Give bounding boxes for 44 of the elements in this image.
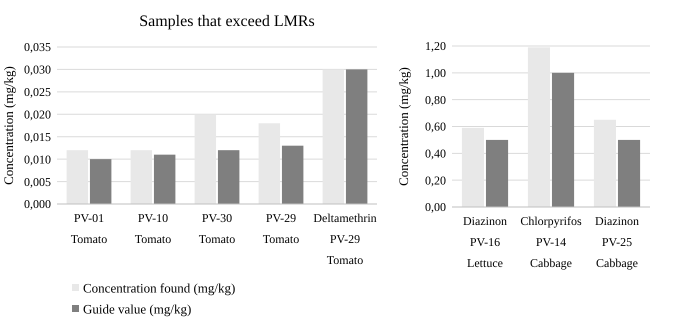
bar [194, 114, 216, 204]
y-tick-label: 0,015 [24, 130, 51, 144]
y-tick-label: 1,20 [425, 39, 446, 54]
bar [154, 154, 176, 204]
x-tick-label: PV-01 Tomato [70, 211, 108, 246]
y-tick-label: 0,20 [425, 173, 446, 188]
y-tick-label: 0,010 [24, 152, 51, 166]
y-axis-title: Concentration (mg/kg) [1, 66, 16, 185]
y-tick-label: 0,030 [24, 62, 51, 77]
bar [528, 47, 550, 207]
y-tick-label: 0,005 [24, 174, 51, 189]
bar [486, 140, 508, 207]
bar [322, 69, 344, 204]
y-tick-label: 0,80 [425, 92, 446, 107]
bar [346, 69, 368, 204]
bar [282, 146, 304, 204]
y-axis-title: Concentration (mg/kg) [396, 67, 411, 186]
bar [618, 140, 640, 207]
y-tick-label: 0,60 [425, 120, 446, 134]
y-tick-label: 0,40 [425, 146, 446, 161]
bar [218, 150, 240, 204]
bar [258, 123, 280, 204]
x-tick-label: PV-10 Tomato [134, 211, 172, 246]
bar [552, 72, 574, 207]
y-tick-label: 0,025 [24, 85, 51, 100]
bar [130, 150, 152, 204]
x-tick-label: PV-29 Tomato [262, 211, 300, 246]
bar [90, 159, 112, 204]
x-tick-label: Chlorpyrifos PV-14 Cabbage [520, 214, 582, 270]
y-tick-label: 0,00 [425, 200, 446, 214]
y-tick-label: 0,020 [24, 107, 51, 122]
legend-label: Concentration found (mg/kg) [83, 280, 236, 296]
y-tick-label: 0,000 [24, 197, 51, 212]
bar [462, 128, 484, 207]
x-tick-label: Deltamethrin PV-29 Tomato [313, 211, 377, 267]
y-tick-label: 0,035 [24, 40, 51, 54]
chart-title: Samples that exceed LMRs [139, 13, 315, 30]
y-tick-label: 1,00 [425, 66, 446, 80]
bar [66, 150, 88, 204]
legend-label: Guide value (mg/kg) [83, 302, 192, 317]
x-tick-label: Diazinon PV-16 Lettuce [463, 214, 507, 270]
x-tick-label: PV-30 Tomato [198, 211, 236, 246]
bar [594, 120, 616, 207]
x-tick-label: Diazinon PV-25 Cabbage [595, 214, 639, 270]
